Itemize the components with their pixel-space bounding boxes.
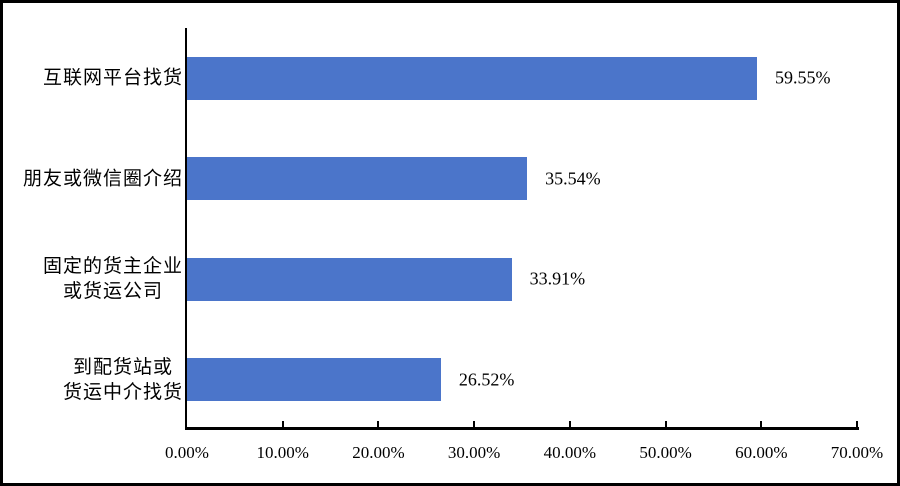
category-label-line: 或货运公司 [62,281,163,303]
x-tick-mark [281,421,284,427]
category-label: 固定的货主企业 或货运公司 [43,254,183,304]
x-tick-label: 30.00% [447,443,501,462]
x-tick-mark [856,421,858,427]
category-label-line: 到配货站或 [72,356,173,378]
x-tick-mark [377,421,380,427]
x-tick-label: 10.00% [256,443,309,462]
x-axis-line [185,427,859,430]
bar [187,358,441,402]
data-label: 26.52% [458,369,515,390]
x-tick-mark [664,421,667,427]
y-axis-line [185,28,187,430]
category-label-line: 货运中介找货 [62,381,183,403]
x-tick-label: 40.00% [543,443,597,462]
category-label-line: 朋友或微信圈介绍 [22,168,183,190]
category-label: 朋友或微信圈介绍 [23,166,183,191]
category-label-line: 固定的货主企业 [42,256,183,278]
x-tick-label: 20.00% [352,443,405,462]
x-tick-label: 50.00% [639,443,692,462]
bar [187,157,528,201]
x-tick-label: 0.00% [165,443,209,462]
data-label: 33.91% [529,268,586,289]
x-tick-mark [760,421,763,427]
category-label: 互联网平台找货 [43,66,183,91]
category-label-line: 互联网平台找货 [42,67,183,89]
x-tick-mark [568,421,571,427]
x-tick-label: 60.00% [735,443,788,462]
bar [187,257,512,301]
data-label: 59.55% [774,67,831,88]
x-tick-label: 70.00% [830,443,884,462]
category-label: 到配货站或货运中介找货 [63,355,183,405]
x-tick-mark [473,421,476,427]
bar [187,56,757,100]
data-label: 35.54% [545,168,601,189]
